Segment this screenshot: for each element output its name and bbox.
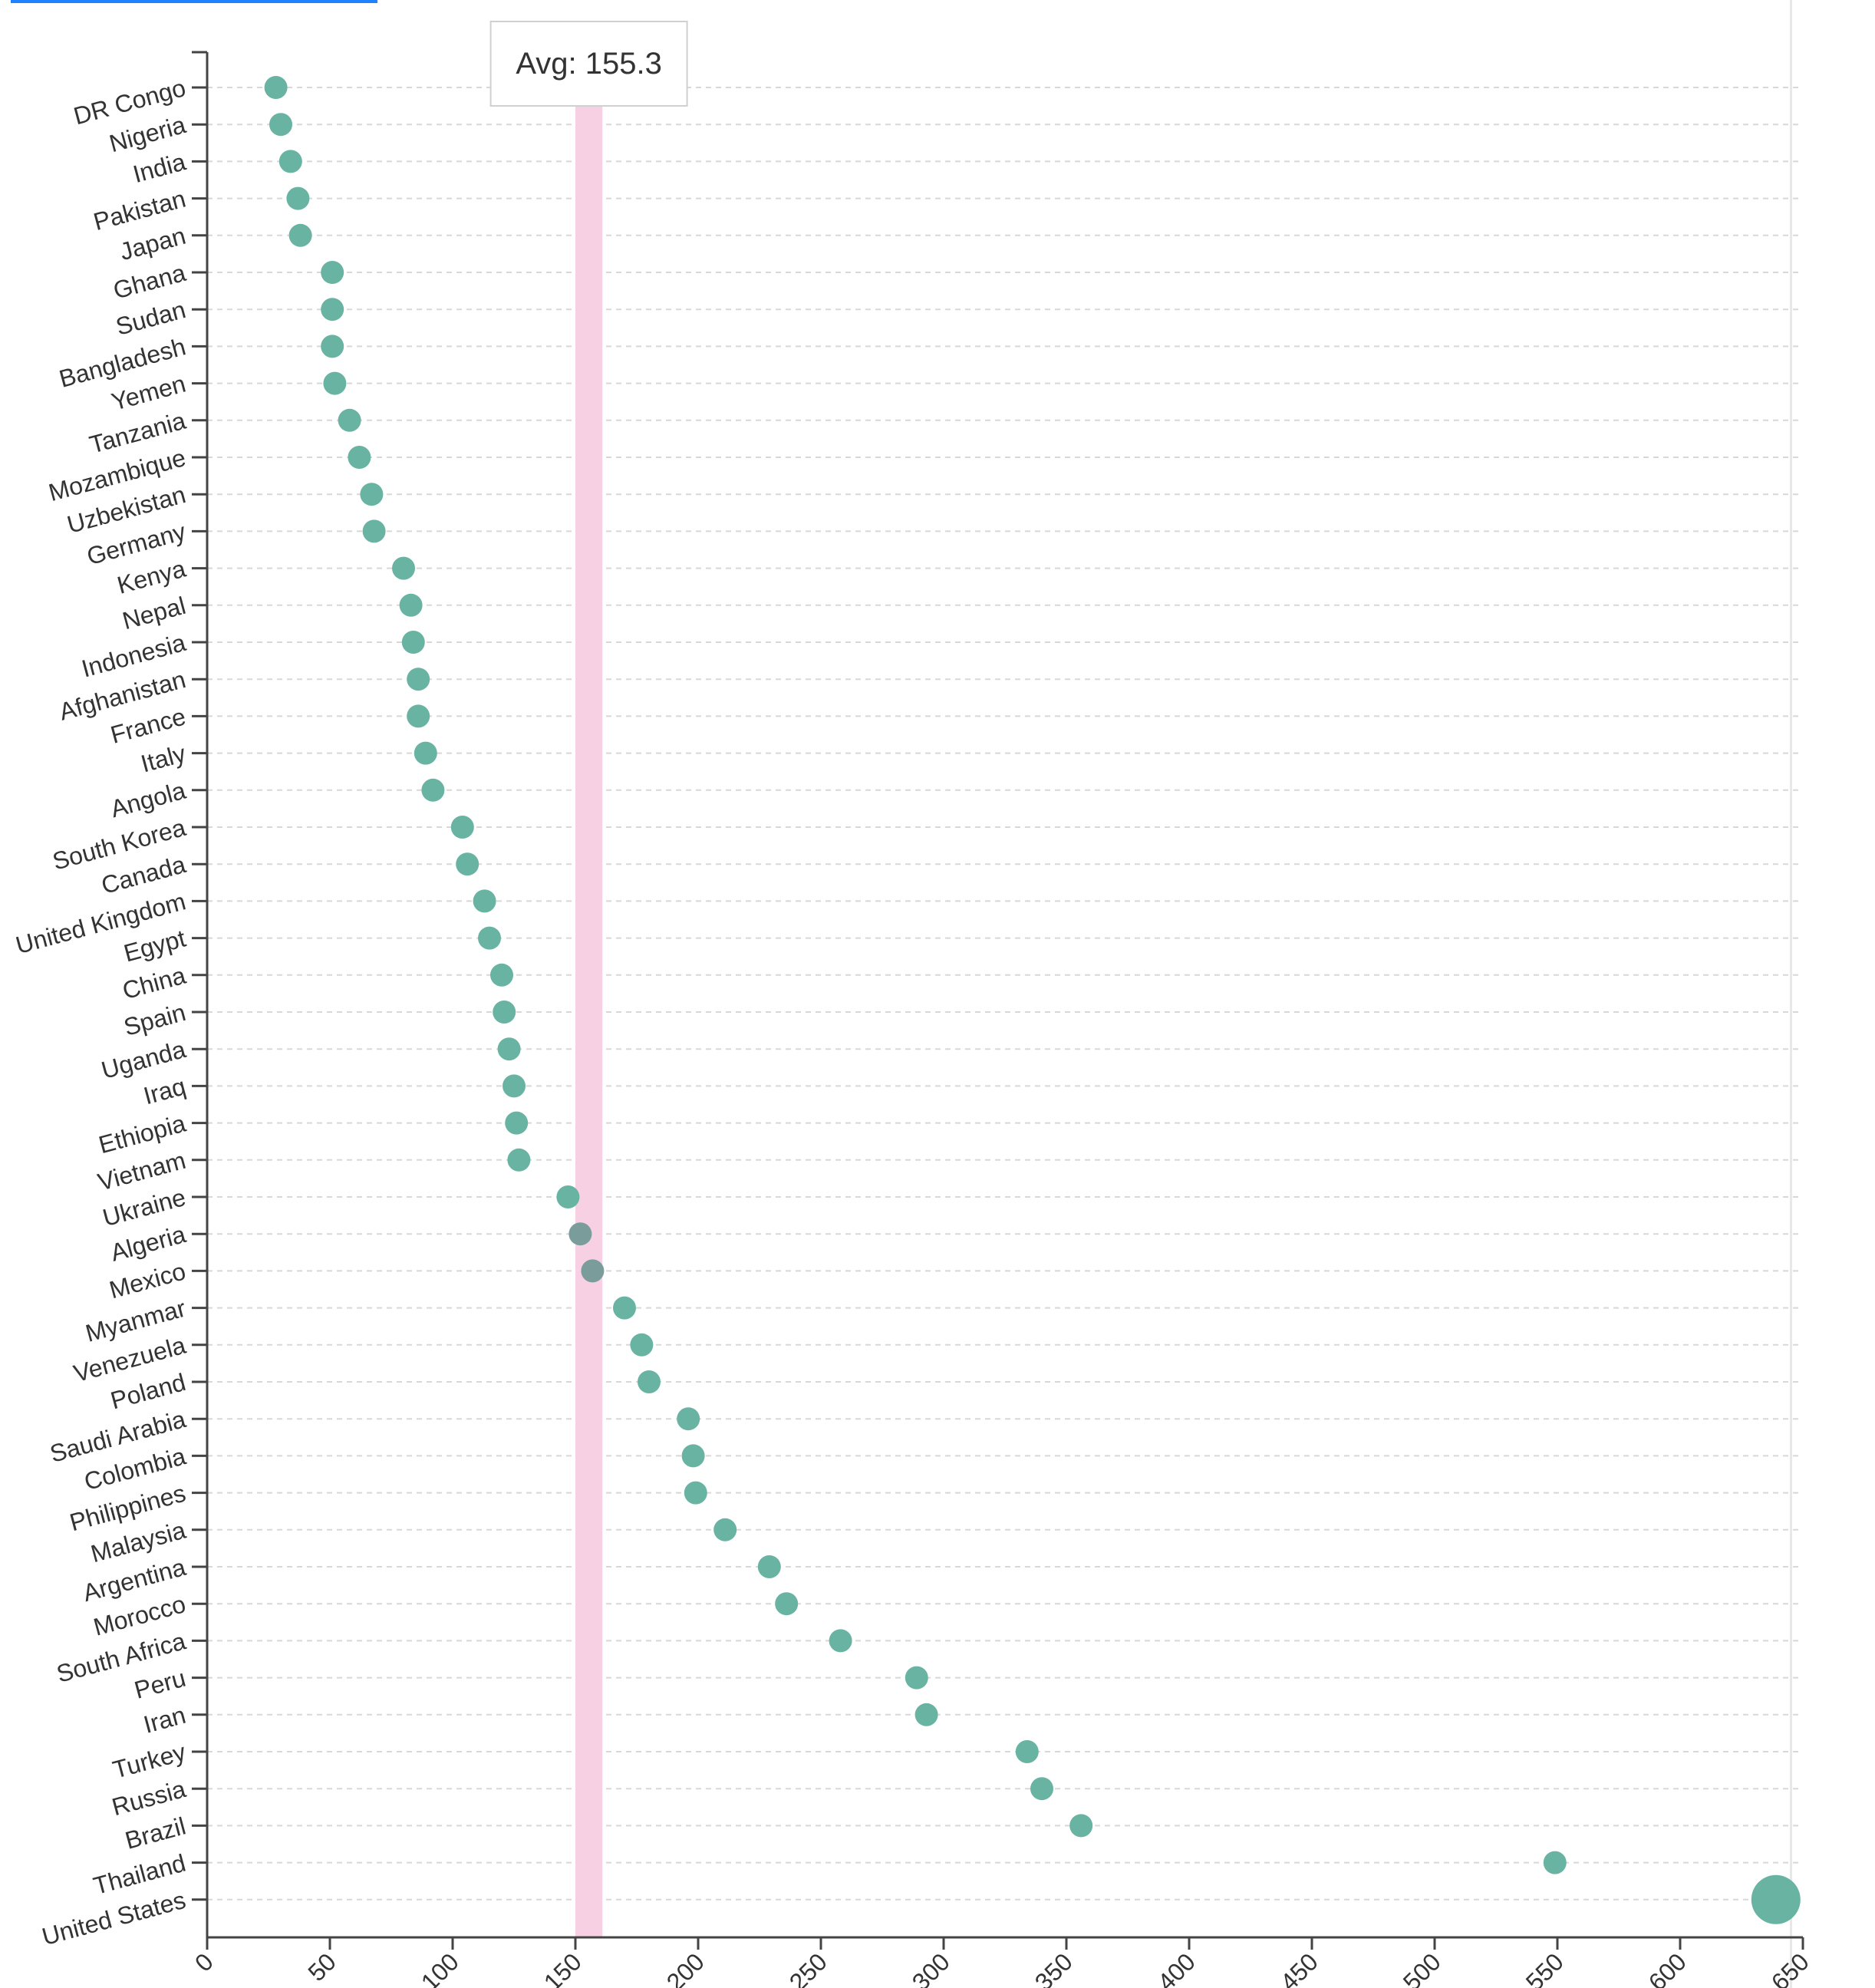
x-tick-label: 150 — [539, 1947, 587, 1988]
data-point — [1751, 1875, 1801, 1924]
x-tick-label: 0 — [189, 1947, 219, 1976]
data-point — [473, 889, 496, 912]
data-point — [905, 1667, 928, 1690]
y-tick-label: Nepal — [120, 592, 189, 635]
y-tick-label: Iran — [140, 1701, 189, 1739]
y-tick-label: Iraq — [140, 1072, 189, 1109]
y-tick-label: India — [130, 147, 189, 188]
data-point — [630, 1334, 653, 1357]
x-tick-label: 300 — [907, 1947, 955, 1988]
data-point — [581, 1259, 604, 1282]
data-point — [829, 1629, 852, 1652]
data-point — [421, 779, 444, 802]
x-tick-label: 450 — [1275, 1947, 1323, 1988]
y-tick-label: Italy — [138, 740, 189, 778]
data-point — [402, 631, 425, 654]
x-tick-label: 50 — [302, 1947, 341, 1986]
data-point — [1016, 1740, 1039, 1763]
data-point — [1069, 1814, 1092, 1837]
x-tick-label: 400 — [1152, 1947, 1201, 1988]
data-point — [363, 519, 386, 542]
y-tick-label: Egypt — [120, 925, 188, 968]
data-point — [456, 852, 479, 875]
data-point — [348, 446, 371, 469]
data-point — [289, 224, 312, 247]
data-point — [392, 557, 415, 580]
data-point — [321, 298, 344, 321]
data-point — [713, 1518, 736, 1541]
data-point — [613, 1297, 636, 1320]
data-point — [1030, 1777, 1053, 1800]
data-point — [568, 1222, 591, 1245]
data-point — [503, 1074, 526, 1097]
data-point — [498, 1037, 521, 1060]
data-point — [269, 113, 292, 136]
x-tick-label: 500 — [1398, 1947, 1446, 1988]
y-tick-label: China — [120, 961, 189, 1004]
x-tick-label: 100 — [416, 1947, 464, 1988]
data-point — [478, 927, 501, 950]
data-point — [915, 1703, 938, 1726]
data-point — [758, 1555, 781, 1578]
data-point — [451, 816, 474, 839]
data-point — [507, 1149, 530, 1172]
y-tick-label: Peru — [131, 1664, 189, 1704]
data-point — [286, 187, 309, 210]
average-label: Avg: 155.3 — [516, 47, 662, 81]
data-point — [1544, 1851, 1567, 1874]
x-tick-label: 350 — [1030, 1947, 1078, 1988]
data-point — [265, 76, 288, 99]
data-point — [677, 1407, 700, 1430]
x-tick-label: 200 — [661, 1947, 710, 1988]
data-point — [407, 704, 430, 727]
x-tick-label: 250 — [784, 1947, 832, 1988]
data-point — [360, 483, 383, 506]
data-point — [638, 1370, 661, 1393]
data-point — [279, 150, 302, 173]
data-point — [407, 668, 430, 691]
data-point — [414, 742, 437, 765]
data-point — [321, 261, 344, 284]
y-tick-label: Brazil — [122, 1812, 189, 1854]
x-tick-label: 550 — [1521, 1947, 1569, 1988]
data-point — [321, 335, 344, 358]
x-tick-label: 650 — [1766, 1947, 1814, 1988]
average-band — [575, 100, 602, 1937]
data-point — [493, 1001, 516, 1024]
data-point — [684, 1482, 707, 1505]
data-point — [682, 1444, 705, 1467]
data-point — [775, 1592, 798, 1615]
data-point — [490, 964, 513, 987]
x-tick-label: 600 — [1643, 1947, 1692, 1988]
data-point — [556, 1185, 579, 1208]
data-point — [323, 372, 346, 395]
data-point — [505, 1112, 528, 1135]
data-point — [338, 409, 361, 432]
y-tick-label: Spain — [120, 998, 188, 1041]
data-point — [400, 594, 423, 617]
